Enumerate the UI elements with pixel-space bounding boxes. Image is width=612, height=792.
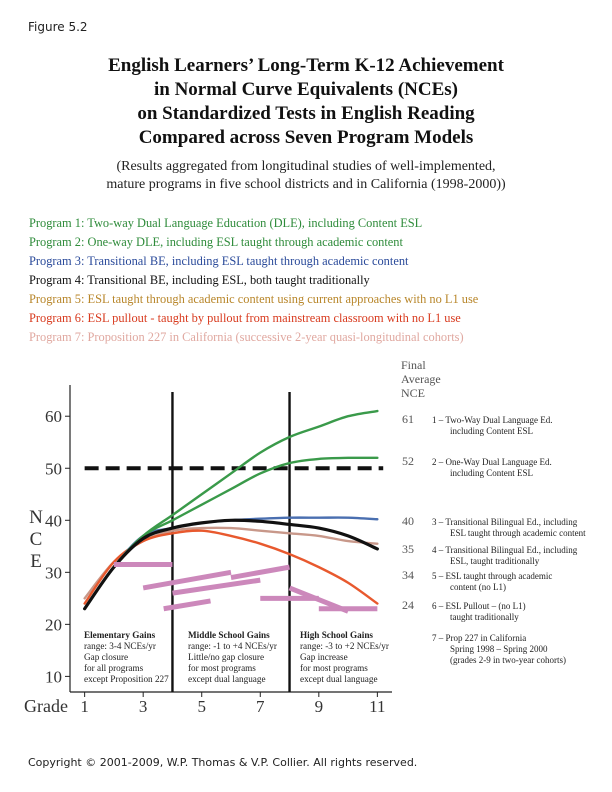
program-item: Program 4: Transitional BE, including ES… [29,273,370,287]
phase-annotation-line: High School Gains [300,630,373,640]
y-tick-label: 60 [45,407,62,426]
series-segment [230,564,290,580]
x-tick-label: 5 [197,697,206,716]
phase-annotation-line: for all programs [84,663,144,673]
legend-final-nce: 35 [402,542,414,556]
x-tick-label: 11 [369,697,385,716]
y-axis-label-letter: N [29,507,43,528]
legend-entry-line: (grades 2-9 in two-year cohorts) [450,655,566,665]
program-item: Program 6: ESL pullout - taught by pullo… [29,311,461,325]
x-tick-label: 1 [80,697,89,716]
series-line [83,518,379,611]
y-tick-label: 30 [45,563,62,582]
phase-annotation-line: Gap increase [300,652,348,662]
series-segment [163,598,211,612]
legend-entry-line: 4 – Transitional Bilingual Ed., includin… [432,545,578,555]
title-line: in Normal Curve Equivalents (NCEs) [153,79,458,100]
y-axis-label-letter: E [30,551,42,572]
series-segment [142,569,232,591]
y-tick-label: 10 [45,667,62,686]
final-nce-header: NCE [401,386,425,400]
y-tick-label: 20 [45,615,62,634]
program-item: Program 2: One-way DLE, including ESL ta… [29,235,403,249]
subtitle-line: mature programs in five school districts… [106,177,506,192]
figure-label: Figure 5.2 [28,20,88,34]
legend-entry-line: ESL taught through academic content [450,528,586,538]
phase-annotation-line: except dual language [300,674,378,684]
legend-entry-line: including Content ESL [450,426,533,436]
legend-entry-line: taught traditionally [450,612,519,622]
x-tick-label: 3 [139,697,148,716]
final-nce-header: Average [401,372,441,386]
legend-final-nce: 24 [402,598,414,612]
legend-entry-line: Spring 1998 – Spring 2000 [450,644,548,654]
legend-entry-line: 5 – ESL taught through academic [432,571,552,581]
legend-final-nce: 34 [402,568,414,582]
phase-annotation-line: for most programs [300,663,368,673]
program-list: Program 1: Two-way Dual Language Educati… [29,214,478,347]
phase-annotation-line: range: -1 to +4 NCEs/yr [188,641,277,651]
phase-annotation-line: Middle School Gains [188,630,270,640]
legend-final-nce: 52 [402,454,414,468]
legend-final-nce: 40 [402,514,414,528]
phase-annotation-line: Little/no gap closure [188,652,264,662]
phase-annotation-line: range: 3-4 NCEs/yr [84,641,156,651]
legend-entry-line: including Content ESL [450,468,533,478]
title-line: English Learners’ Long-Term K-12 Achieve… [108,55,504,76]
title-line: Compared across Seven Program Models [138,127,474,148]
legend-entry-line: 3 – Transitional Bilingual Ed., includin… [432,517,578,527]
x-tick-label: 9 [315,697,324,716]
x-tick-label: 7 [256,697,265,716]
legend-entry-line: content (no L1) [450,582,506,592]
legend-final-nce: 61 [402,412,414,426]
y-tick-label: 50 [45,459,62,478]
series-line [83,409,379,610]
program-item: Program 7: Proposition 227 in California… [29,330,464,344]
program-item: Program 5: ESL taught through academic c… [29,292,479,306]
legend-entry-line: 7 – Prop 227 in California [432,633,526,643]
phase-annotation-line: for most programs [188,663,256,673]
phase-annotation-line: except Proposition 227 [84,674,169,684]
y-axis-label-letter: C [30,529,43,550]
legend-entry-line: 1 – Two-Way Dual Language Ed. [432,415,552,425]
program-item: Program 3: Transitional BE, including ES… [29,254,409,268]
phase-annotation-line: Elementary Gains [84,630,156,640]
title-line: on Standardized Tests in English Reading [137,103,475,124]
phase-annotation-line: Gap closure [84,652,128,662]
program-item: Program 1: Two-way Dual Language Educati… [29,216,423,230]
series-line [83,529,379,605]
chart-subtitle: (Results aggregated from longitudinal st… [0,158,612,194]
legend-entry-line: 2 – One-Way Dual Language Ed. [432,457,552,467]
copyright-notice: Copyright © 2001-2009, W.P. Thomas & V.P… [28,756,418,769]
subtitle-line: (Results aggregated from longitudinal st… [116,159,496,174]
phase-annotation-line: range: -3 to +2 NCEs/yr [300,641,389,651]
chart-title: English Learners’ Long-Term K-12 Achieve… [0,54,612,150]
final-nce-header: Final [401,358,426,372]
legend-entry-line: ESL, taught traditionally [450,556,540,566]
series-segment [172,577,261,596]
legend-entry-line: 6 – ESL Pullout – (no L1) [432,601,526,611]
phase-annotation-line: except dual language [188,674,266,684]
y-tick-label: 40 [45,511,62,530]
x-axis-label: Grade [24,696,68,716]
